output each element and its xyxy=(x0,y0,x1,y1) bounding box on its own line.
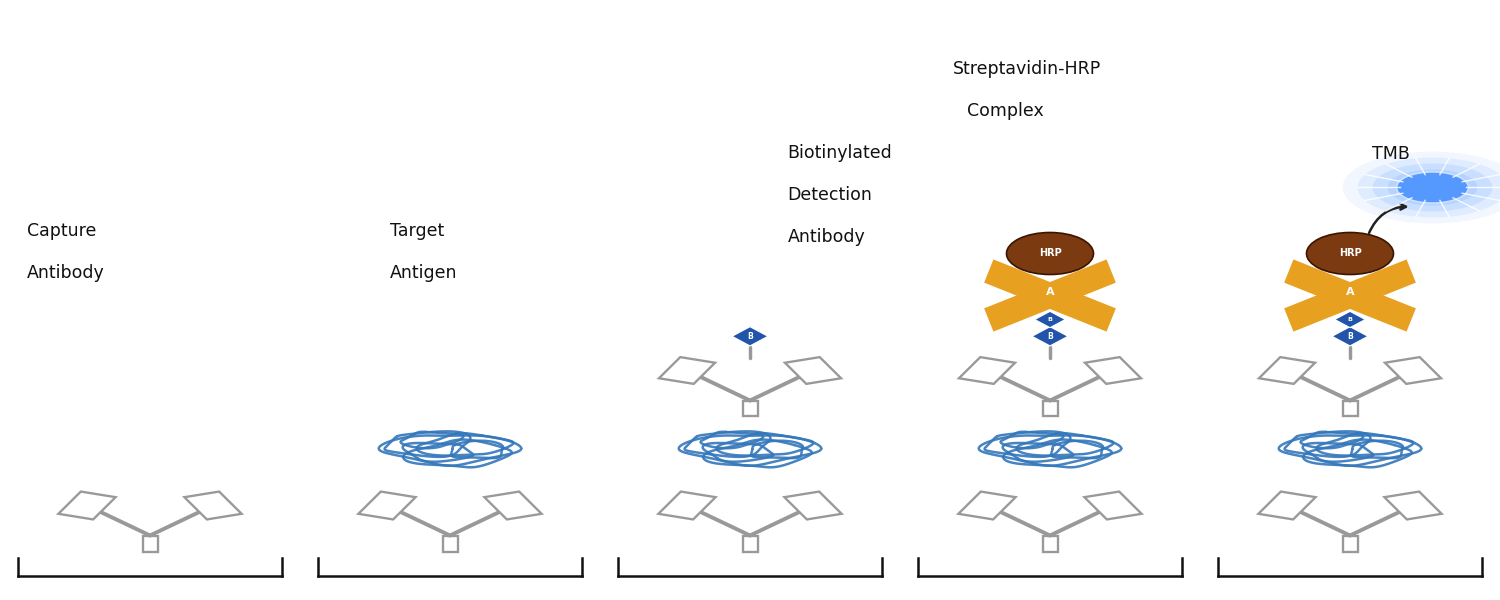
Circle shape xyxy=(1388,169,1478,205)
FancyBboxPatch shape xyxy=(742,535,758,552)
Text: B: B xyxy=(1347,317,1353,322)
Text: Antibody: Antibody xyxy=(788,228,865,246)
Text: Complex: Complex xyxy=(968,102,1044,120)
Polygon shape xyxy=(1258,357,1316,384)
Text: Detection: Detection xyxy=(788,186,873,204)
Polygon shape xyxy=(990,309,1016,320)
Polygon shape xyxy=(732,326,768,346)
Polygon shape xyxy=(958,357,1016,384)
Polygon shape xyxy=(1290,271,1316,282)
Text: Capture: Capture xyxy=(27,222,96,240)
Circle shape xyxy=(1372,163,1492,211)
Polygon shape xyxy=(58,491,116,520)
Text: Target: Target xyxy=(390,222,444,240)
Polygon shape xyxy=(1290,309,1316,320)
Circle shape xyxy=(1358,157,1500,217)
Text: TMB: TMB xyxy=(1371,145,1410,163)
Polygon shape xyxy=(1384,309,1410,320)
Polygon shape xyxy=(784,491,842,520)
Polygon shape xyxy=(184,491,242,520)
Polygon shape xyxy=(1332,326,1368,346)
Ellipse shape xyxy=(1306,232,1394,274)
Polygon shape xyxy=(1084,309,1110,320)
Polygon shape xyxy=(1084,357,1142,384)
Polygon shape xyxy=(1384,357,1442,384)
Polygon shape xyxy=(1084,271,1110,282)
Text: A: A xyxy=(1346,287,1354,298)
Text: A: A xyxy=(1046,287,1054,298)
Ellipse shape xyxy=(1007,232,1094,274)
Text: HRP: HRP xyxy=(1338,248,1362,259)
Text: Streptavidin-HRP: Streptavidin-HRP xyxy=(952,60,1101,78)
Polygon shape xyxy=(1384,491,1442,520)
FancyBboxPatch shape xyxy=(442,535,458,552)
FancyBboxPatch shape xyxy=(142,535,158,552)
Polygon shape xyxy=(1384,271,1410,282)
Polygon shape xyxy=(990,271,1016,282)
FancyBboxPatch shape xyxy=(1342,401,1358,415)
Text: B: B xyxy=(747,332,753,341)
Polygon shape xyxy=(1258,491,1316,520)
Text: HRP: HRP xyxy=(1038,248,1062,259)
Text: B: B xyxy=(1047,317,1053,322)
Polygon shape xyxy=(1084,491,1142,520)
Circle shape xyxy=(1342,151,1500,223)
Polygon shape xyxy=(1032,326,1068,346)
Polygon shape xyxy=(484,491,542,520)
Polygon shape xyxy=(358,491,416,520)
Polygon shape xyxy=(1035,311,1065,328)
FancyBboxPatch shape xyxy=(1042,535,1058,552)
Polygon shape xyxy=(784,357,842,384)
Polygon shape xyxy=(958,491,1016,520)
Text: B: B xyxy=(1347,332,1353,341)
FancyBboxPatch shape xyxy=(742,401,758,415)
Polygon shape xyxy=(1335,311,1365,328)
Ellipse shape xyxy=(1396,172,1468,203)
Text: Antibody: Antibody xyxy=(27,264,105,282)
FancyBboxPatch shape xyxy=(1342,535,1358,552)
Text: B: B xyxy=(1047,332,1053,341)
FancyBboxPatch shape xyxy=(1042,401,1058,415)
Text: Antigen: Antigen xyxy=(390,264,458,282)
Polygon shape xyxy=(658,357,716,384)
Text: Biotinylated: Biotinylated xyxy=(788,144,892,162)
Polygon shape xyxy=(658,491,716,520)
